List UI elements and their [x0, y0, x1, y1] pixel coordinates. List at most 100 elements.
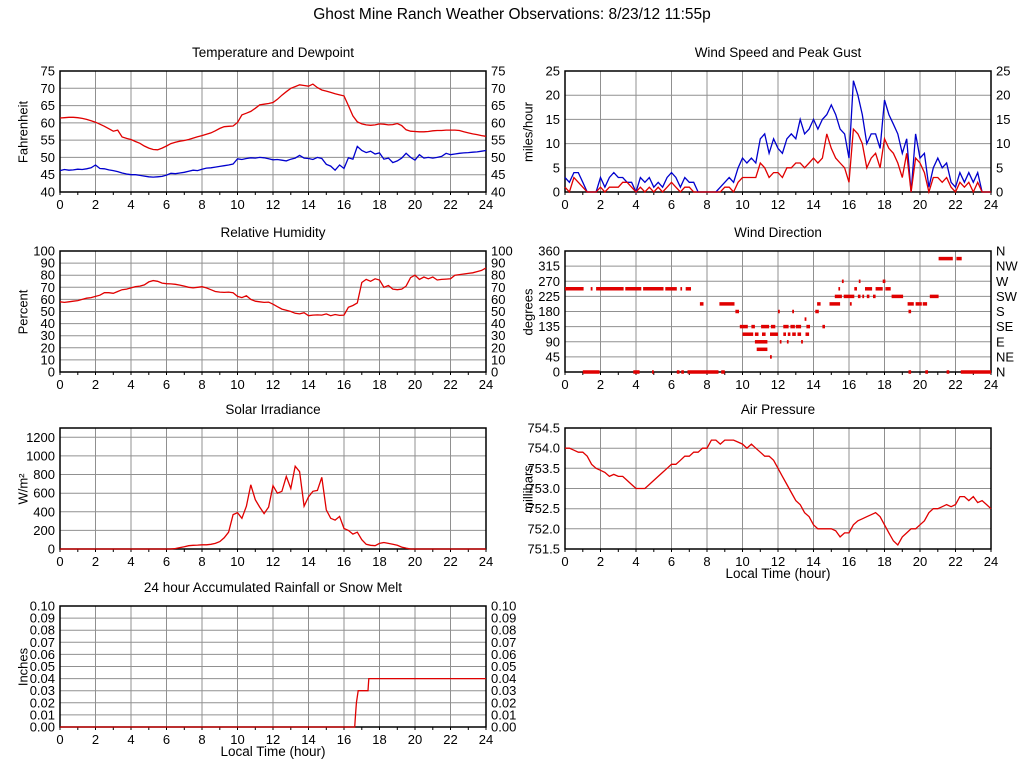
- svg-text:0: 0: [48, 365, 55, 380]
- svg-text:4: 4: [127, 197, 134, 212]
- svg-text:65: 65: [491, 98, 505, 113]
- svg-text:14: 14: [806, 554, 820, 569]
- svg-text:45: 45: [41, 167, 55, 182]
- svg-text:22: 22: [443, 732, 457, 747]
- svg-text:15: 15: [546, 112, 560, 127]
- svg-text:W: W: [996, 274, 1009, 289]
- svg-text:0: 0: [553, 185, 560, 200]
- svg-text:0.10: 0.10: [30, 599, 55, 614]
- svg-text:0: 0: [561, 377, 568, 392]
- svg-text:10: 10: [230, 197, 244, 212]
- svg-text:0.05: 0.05: [491, 659, 516, 674]
- svg-text:18: 18: [877, 554, 891, 569]
- svg-text:0.03: 0.03: [30, 683, 55, 698]
- svg-text:50: 50: [491, 150, 505, 165]
- svg-text:18: 18: [877, 197, 891, 212]
- svg-text:4: 4: [632, 197, 639, 212]
- svg-text:0.00: 0.00: [30, 720, 55, 735]
- chart-relative-humidity: Relative Humidity Percent 0 0 10 10 20 20 30 30…: [10, 225, 522, 421]
- svg-text:18: 18: [877, 377, 891, 392]
- svg-text:60: 60: [41, 115, 55, 130]
- svg-text:600: 600: [33, 486, 55, 501]
- svg-text:315: 315: [538, 259, 560, 274]
- page-title: Ghost Mine Ranch Weather Observations: 8…: [313, 6, 711, 23]
- svg-text:16: 16: [842, 377, 856, 392]
- svg-text:4: 4: [127, 732, 134, 747]
- svg-text:55: 55: [41, 133, 55, 148]
- svg-text:45: 45: [491, 167, 505, 182]
- svg-text:90: 90: [491, 256, 505, 271]
- svg-text:SE: SE: [996, 319, 1014, 334]
- svg-text:16: 16: [842, 554, 856, 569]
- svg-text:8: 8: [703, 197, 710, 212]
- svg-text:100: 100: [491, 244, 513, 259]
- svg-text:18: 18: [372, 554, 386, 569]
- svg-text:754.5: 754.5: [527, 421, 560, 436]
- svg-text:22: 22: [948, 554, 962, 569]
- chart-title: Wind Speed and Peak Gust: [694, 45, 862, 60]
- svg-text:1200: 1200: [26, 430, 55, 445]
- svg-text:10: 10: [735, 197, 749, 212]
- svg-text:20: 20: [913, 377, 927, 392]
- svg-text:6: 6: [668, 197, 675, 212]
- chart-temperature-dewpoint: Temperature and Dewpoint Fahrenheit 40 40…: [10, 45, 522, 241]
- svg-text:753.0: 753.0: [527, 481, 560, 496]
- svg-text:0: 0: [561, 554, 568, 569]
- svg-text:2: 2: [92, 197, 99, 212]
- svg-text:70: 70: [491, 81, 505, 96]
- svg-text:24: 24: [479, 197, 493, 212]
- svg-text:10: 10: [735, 554, 749, 569]
- svg-text:60: 60: [41, 292, 55, 307]
- svg-text:20: 20: [996, 88, 1010, 103]
- svg-text:14: 14: [806, 197, 820, 212]
- svg-text:5: 5: [553, 160, 560, 175]
- svg-text:0: 0: [561, 197, 568, 212]
- svg-text:2: 2: [597, 197, 604, 212]
- svg-text:10: 10: [230, 377, 244, 392]
- svg-text:14: 14: [301, 197, 315, 212]
- svg-text:70: 70: [41, 280, 55, 295]
- svg-text:360: 360: [538, 244, 560, 259]
- svg-text:8: 8: [198, 377, 205, 392]
- svg-text:45: 45: [546, 349, 560, 364]
- plot-rainfall: 0.00 0.000.01 0.010.02 0.020.03 0.030.04 0.04…: [30, 599, 517, 748]
- svg-text:0.02: 0.02: [30, 695, 55, 710]
- svg-text:22: 22: [443, 377, 457, 392]
- svg-text:8: 8: [198, 732, 205, 747]
- svg-text:4: 4: [127, 377, 134, 392]
- svg-text:50: 50: [491, 304, 505, 319]
- svg-text:135: 135: [538, 319, 560, 334]
- svg-text:40: 40: [41, 316, 55, 331]
- svg-text:E: E: [996, 334, 1005, 349]
- svg-text:22: 22: [948, 377, 962, 392]
- svg-text:0.08: 0.08: [491, 623, 516, 638]
- svg-text:1000: 1000: [26, 448, 55, 463]
- svg-text:10: 10: [546, 136, 560, 151]
- svg-text:0.05: 0.05: [30, 659, 55, 674]
- svg-text:6: 6: [163, 554, 170, 569]
- svg-text:0.06: 0.06: [30, 647, 55, 662]
- svg-text:6: 6: [163, 732, 170, 747]
- svg-text:S: S: [996, 304, 1005, 319]
- svg-text:0: 0: [56, 377, 63, 392]
- svg-text:752.5: 752.5: [527, 501, 560, 516]
- chart-rainfall: 24 hour Accumulated Rainfall or Snow Mel…: [10, 580, 522, 776]
- svg-text:0: 0: [491, 365, 498, 380]
- svg-text:90: 90: [41, 256, 55, 271]
- chart-title: Wind Direction: [734, 225, 822, 240]
- svg-text:20: 20: [408, 197, 422, 212]
- svg-text:10: 10: [996, 136, 1010, 151]
- svg-text:6: 6: [163, 377, 170, 392]
- svg-text:N: N: [996, 365, 1005, 380]
- svg-text:6: 6: [163, 197, 170, 212]
- svg-text:10: 10: [41, 352, 55, 367]
- svg-text:75: 75: [491, 64, 505, 79]
- svg-text:40: 40: [491, 185, 505, 200]
- svg-text:0: 0: [48, 542, 55, 557]
- svg-text:14: 14: [806, 377, 820, 392]
- svg-text:0.10: 0.10: [491, 599, 516, 614]
- svg-text:753.5: 753.5: [527, 461, 560, 476]
